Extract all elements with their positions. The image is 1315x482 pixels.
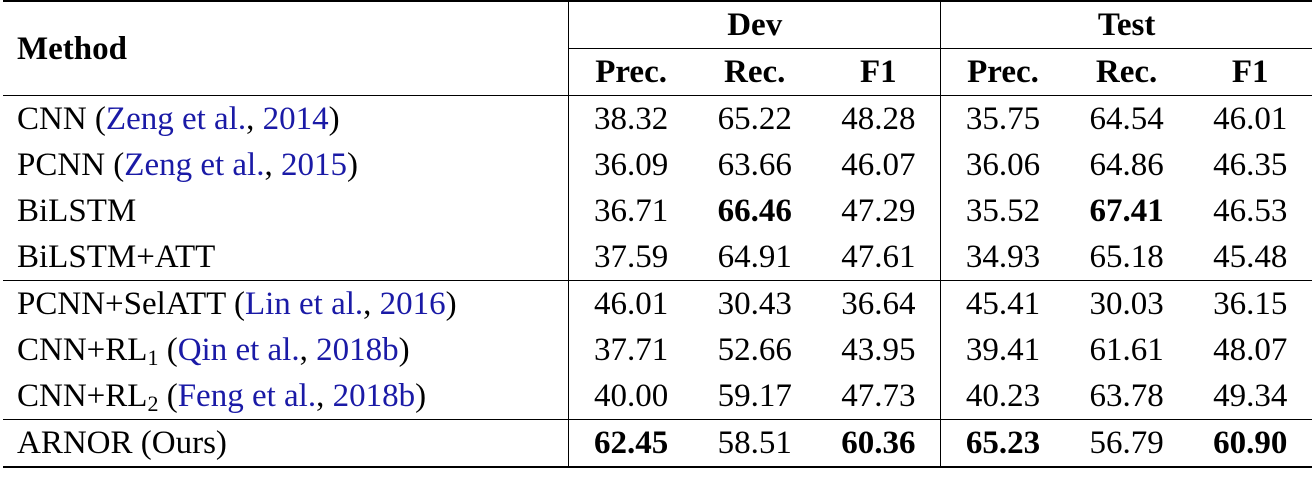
test-prec-header: Prec.	[940, 48, 1065, 96]
method-cell: PCNN+SelATT (Lin et al., 2016)	[3, 280, 569, 327]
dev-rec-cell: 66.46	[717, 193, 792, 229]
test-rec-cell: 56.79	[1064, 419, 1189, 468]
method-cell: PCNN (Zeng et al., 2015)	[17, 147, 358, 183]
group-header-row: Method Dev Test	[3, 0, 1312, 96]
test-f1-cell: 60.90	[1188, 419, 1312, 468]
dev-f1-cell: 60.36	[816, 419, 941, 468]
dev-f1-cell: 36.64	[816, 280, 941, 327]
dev-f1-cell: 48.28	[816, 95, 941, 142]
dev-rec-cell: 59.17	[717, 378, 792, 414]
method-cell: ARNOR (Ours)	[3, 419, 569, 468]
dev-f1-cell: 47.73	[841, 378, 916, 414]
dev-prec-cell: 62.45	[568, 419, 693, 468]
table-row: PCNN+SelATT (Lin et al., 2016) 46.01 30.…	[3, 280, 1312, 327]
test-prec-cell: 34.93	[940, 234, 1065, 281]
dev-group-header: Dev	[568, 0, 941, 49]
dev-rec-cell: 52.66	[717, 332, 792, 368]
test-prec-cell: 36.06	[940, 142, 1065, 188]
method-cell: CNN (Zeng et al., 2014)	[3, 95, 569, 142]
results-table: Method Dev Test Prec. Rec. F1 Prec. Rec.…	[3, 0, 1312, 468]
dev-prec-cell: 40.00	[568, 373, 693, 420]
test-f1-cell: 46.01	[1188, 95, 1312, 142]
dev-rec-cell: 65.22	[692, 95, 817, 142]
test-rec-cell: 67.41	[1089, 193, 1164, 229]
test-prec-cell: 35.75	[940, 95, 1065, 142]
test-rec-cell: 63.78	[1089, 378, 1164, 414]
test-f1-cell: 45.48	[1213, 239, 1288, 275]
method-cell: BiLSTM	[17, 193, 137, 229]
table-row: BiLSTM+ATT 37.59 64.91 47.61 34.93 65.18…	[3, 234, 1312, 281]
method-header: Method	[3, 0, 569, 96]
dev-rec-cell: 64.91	[717, 239, 792, 275]
dev-f1-header: F1	[816, 48, 941, 96]
dev-f1-cell: 47.29	[841, 193, 916, 229]
table-row: CNN (Zeng et al., 2014) 38.32 65.22 48.2…	[3, 95, 1312, 142]
table-row: BiLSTM 36.71 66.46 47.29 35.52 67.41 46.…	[3, 188, 1312, 234]
test-rec-cell: 65.18	[1089, 239, 1164, 275]
metric-header-row: Prec. Rec. F1 Prec. Rec. F1	[3, 48, 1312, 96]
dev-rec-cell: 58.51	[692, 419, 817, 468]
test-f1-cell: 49.34	[1213, 378, 1288, 414]
dev-rec-cell: 30.43	[692, 280, 817, 327]
test-prec-cell: 45.41	[940, 280, 1065, 327]
dev-f1-cell: 43.95	[841, 332, 916, 368]
test-f1-cell: 46.53	[1213, 193, 1288, 229]
table-row: CNN+RL1 (Qin et al., 2018b) 37.71 52.66 …	[3, 327, 1312, 373]
table-row: ARNOR (Ours) 62.45 58.51 60.36 65.23 56.…	[3, 419, 1312, 468]
method-cell: CNN+RL2 (Feng et al., 2018b)	[17, 378, 427, 416]
dev-prec-header: Prec.	[568, 48, 693, 96]
test-prec-cell: 39.41	[940, 327, 1065, 373]
test-rec-cell: 64.86	[1089, 147, 1164, 183]
test-rec-cell: 30.03	[1064, 280, 1189, 327]
dev-prec-cell: 36.09	[568, 142, 693, 188]
test-f1-cell: 46.35	[1213, 147, 1288, 183]
dev-rec-cell: 63.66	[717, 147, 792, 183]
dev-prec-cell: 46.01	[568, 280, 693, 327]
test-f1-cell: 48.07	[1213, 332, 1288, 368]
test-rec-cell: 64.54	[1064, 95, 1189, 142]
table-row: CNN+RL2 (Feng et al., 2018b) 40.00 59.17…	[3, 373, 1312, 420]
test-prec-cell: 65.23	[940, 419, 1065, 468]
test-prec-cell: 40.23	[940, 373, 1065, 420]
method-cell: CNN+RL1 (Qin et al., 2018b)	[17, 332, 410, 370]
method-cell: BiLSTM+ATT	[17, 239, 216, 275]
test-prec-cell: 35.52	[940, 188, 1065, 234]
dev-prec-cell: 36.71	[568, 188, 693, 234]
test-rec-cell: 61.61	[1089, 332, 1164, 368]
dev-rec-header: Rec.	[692, 48, 817, 96]
test-rec-header: Rec.	[1064, 48, 1189, 96]
dev-prec-cell: 38.32	[568, 95, 693, 142]
table-row: PCNN (Zeng et al., 2015) 36.09 63.66 46.…	[3, 142, 1312, 188]
dev-f1-cell: 46.07	[841, 147, 916, 183]
test-group-header: Test	[940, 0, 1312, 49]
test-f1-header: F1	[1188, 48, 1312, 96]
dev-prec-cell: 37.59	[568, 234, 693, 281]
dev-prec-cell: 37.71	[568, 327, 693, 373]
dev-f1-cell: 47.61	[841, 239, 916, 275]
test-f1-cell: 36.15	[1188, 280, 1312, 327]
